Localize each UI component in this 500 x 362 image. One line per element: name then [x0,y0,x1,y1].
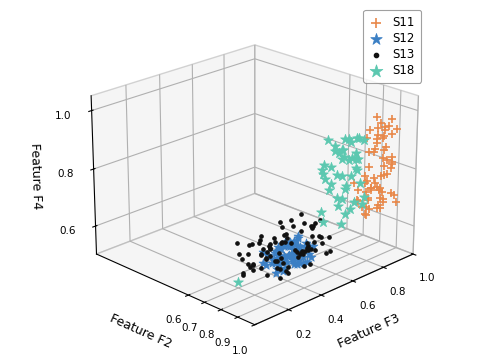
Y-axis label: Feature F2: Feature F2 [108,312,174,351]
X-axis label: Feature F3: Feature F3 [336,312,402,351]
Legend: S11, S12, S13, S18: S11, S12, S13, S18 [363,10,421,83]
